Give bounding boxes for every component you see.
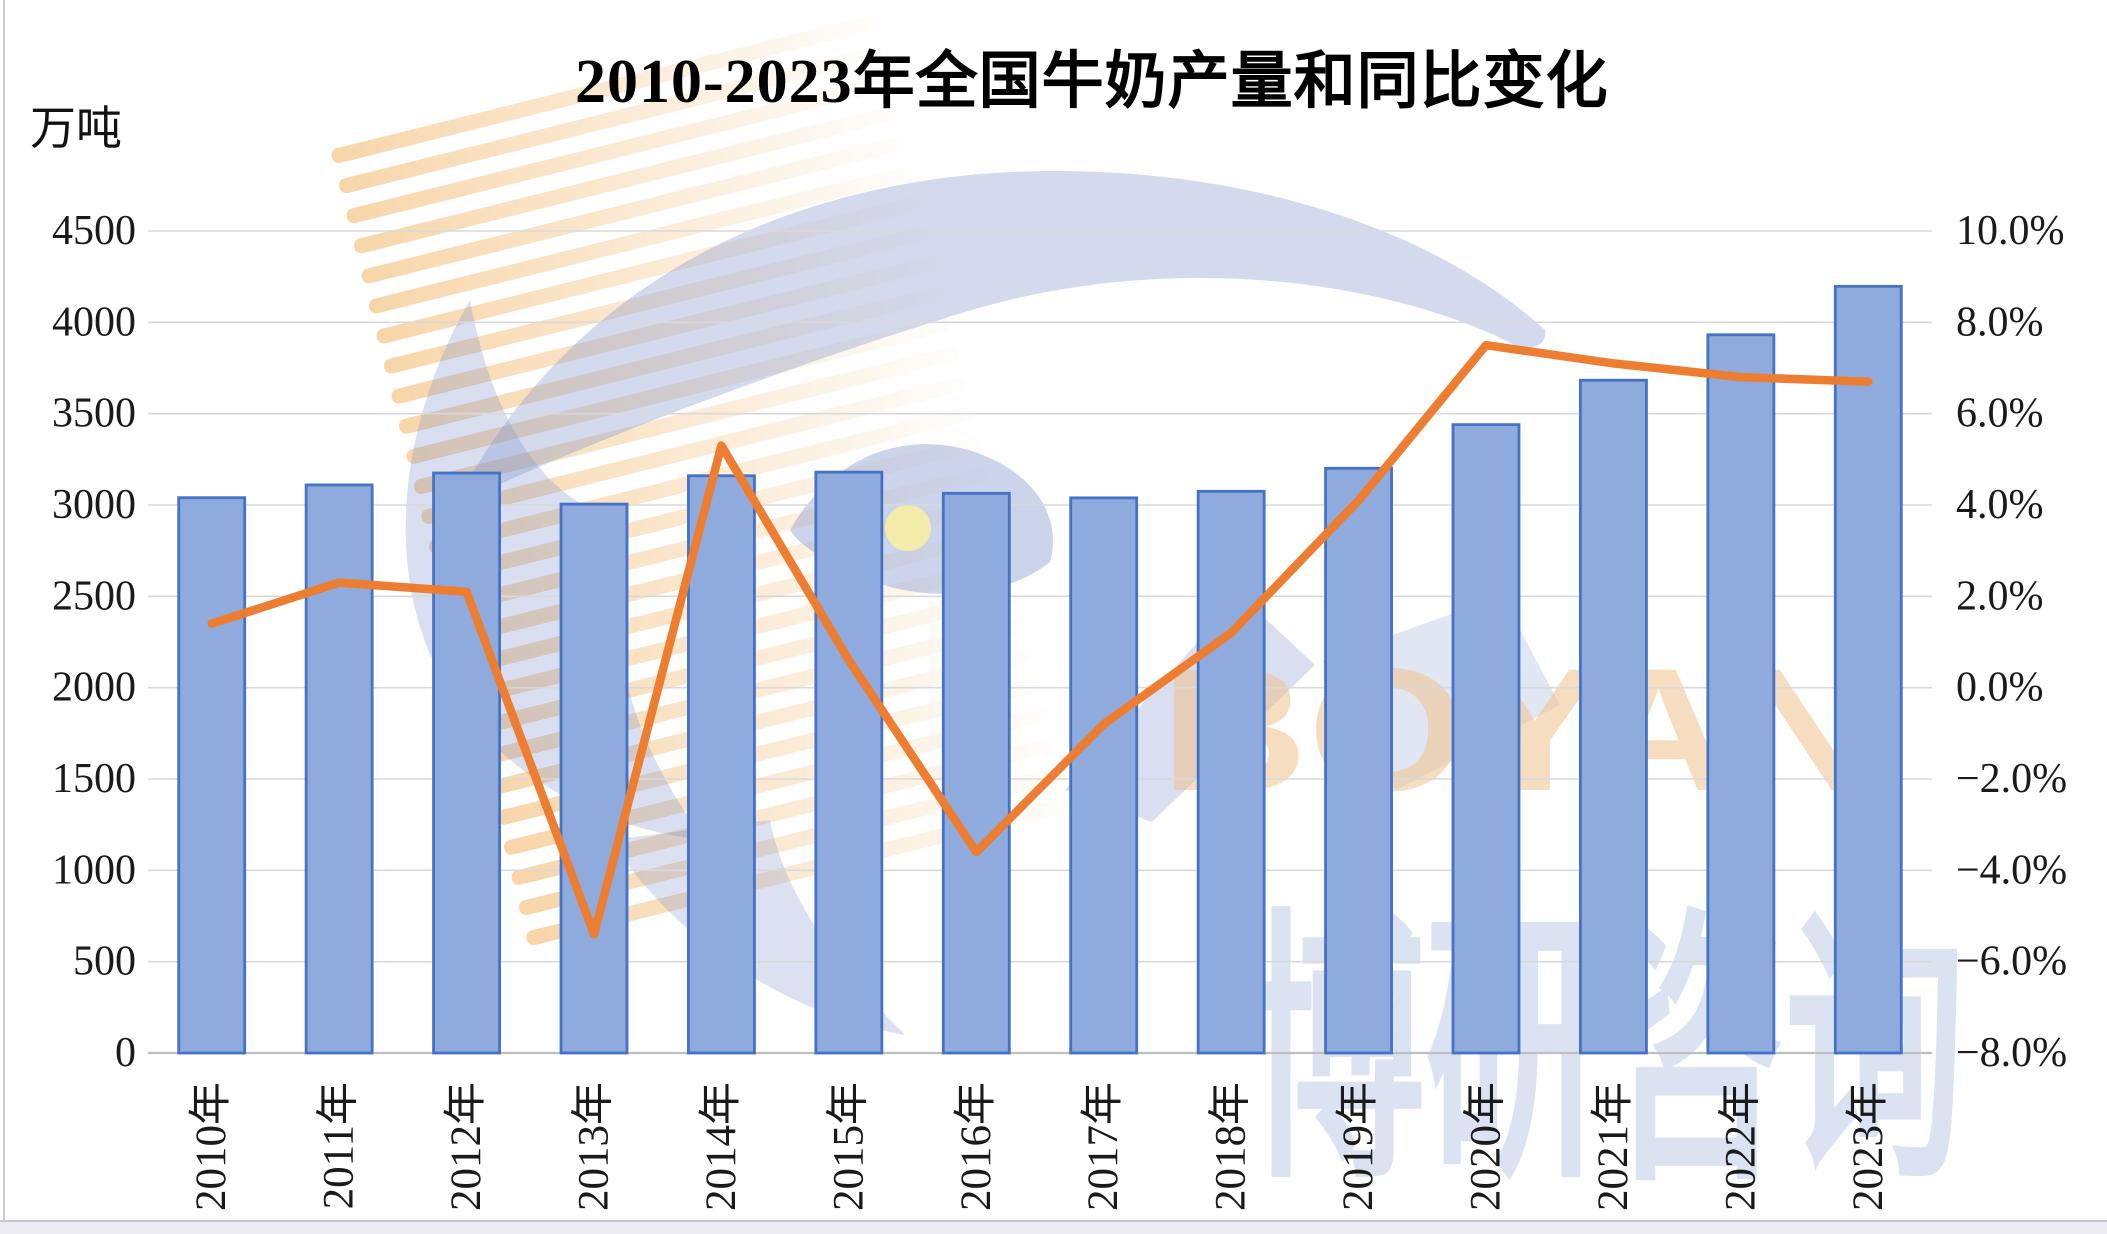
right-axis-tick: 8.0% xyxy=(1956,299,2044,345)
right-axis-tick: 6.0% xyxy=(1956,391,2044,437)
x-axis-label: 2012年 xyxy=(443,1082,490,1211)
x-axis-label: 2014年 xyxy=(698,1082,745,1211)
x-axis-label: 2018年 xyxy=(1208,1082,1255,1211)
right-axis-tick: 2.0% xyxy=(1956,573,2044,619)
bar-2016年 xyxy=(941,491,1011,1055)
line-series xyxy=(207,340,1873,939)
bar-series xyxy=(177,284,1903,1055)
right-axis-tick: −4.0% xyxy=(1956,847,2067,893)
left-axis-tick: 3000 xyxy=(52,482,136,528)
bar-2019年 xyxy=(1324,466,1393,1055)
bar-2012年 xyxy=(432,471,501,1055)
left-axis-tick: 1500 xyxy=(52,756,136,802)
right-axis-tick: −6.0% xyxy=(1956,939,2067,985)
stripe xyxy=(368,166,914,314)
chart-title: 2010-2023年全国牛奶产量和同比变化 xyxy=(575,48,1609,116)
stripe xyxy=(503,707,1048,855)
right-axis-tick: 0.0% xyxy=(1956,665,2044,711)
left-axis-tick: 500 xyxy=(73,939,136,985)
stripe xyxy=(346,76,891,224)
left-axis-tick: 0 xyxy=(115,1030,136,1076)
x-axis-label: 2021年 xyxy=(1590,1082,1637,1211)
page-left-edge xyxy=(3,0,5,1222)
left-axis-tick: 4500 xyxy=(52,208,136,254)
left-axis-tick: 4000 xyxy=(52,299,136,345)
x-axis-label: 2010年 xyxy=(188,1082,235,1211)
bar-2017年 xyxy=(1069,496,1139,1055)
page-bottom-strip xyxy=(0,1220,2107,1234)
bar-2023年 xyxy=(1833,284,1903,1055)
bar-2020年 xyxy=(1451,423,1521,1055)
right-axis-tick: −2.0% xyxy=(1956,756,2067,802)
left-axis-tick: 1000 xyxy=(52,847,136,893)
x-axis-label: 2015年 xyxy=(825,1082,872,1211)
stripe xyxy=(331,16,876,164)
bar-2015年 xyxy=(814,470,884,1055)
bar-2011年 xyxy=(304,483,374,1055)
right-axis-tick: −8.0% xyxy=(1956,1030,2067,1076)
bar-2018年 xyxy=(1196,489,1266,1055)
bar-2013年 xyxy=(559,502,629,1055)
stripe xyxy=(338,46,884,194)
stripe xyxy=(376,196,921,344)
bar-2022年 xyxy=(1706,333,1776,1055)
x-axis-label: 2016年 xyxy=(953,1082,1000,1211)
stripe xyxy=(526,798,1071,946)
x-axis-label: 2020年 xyxy=(1463,1082,1510,1211)
stripe xyxy=(511,737,1056,885)
left-axis-tick: 2000 xyxy=(52,665,136,711)
stripe xyxy=(361,136,906,284)
stripe xyxy=(406,316,951,464)
stripe xyxy=(518,767,1063,916)
x-axis-label: 2011年 xyxy=(316,1082,363,1209)
bar-2010年 xyxy=(177,496,247,1055)
left-axis-tick: 3500 xyxy=(52,391,136,437)
x-axis-label: 2013年 xyxy=(571,1082,618,1211)
x-axis-label: 2017年 xyxy=(1080,1082,1127,1211)
x-axis-label: 2023年 xyxy=(1845,1082,1892,1211)
stripe xyxy=(391,256,936,404)
left-axis-tick: 2500 xyxy=(52,573,136,619)
bird-wing-top xyxy=(455,170,1546,506)
left-axis-unit-label: 万吨 xyxy=(30,103,122,154)
stripe xyxy=(353,106,899,254)
stripe xyxy=(383,226,929,374)
x-axis-label: 2022年 xyxy=(1717,1082,1764,1211)
stripe xyxy=(413,346,959,494)
axis-labels: 4500 4000 3500 3000 2500 2000 1500 1000 500 0 10.0… xyxy=(52,208,2067,1211)
right-axis-tick: 4.0% xyxy=(1956,482,2044,528)
bar-2021年 xyxy=(1579,378,1648,1055)
bird-eye-icon xyxy=(885,505,931,551)
stripe xyxy=(398,286,944,434)
bar-2014年 xyxy=(687,474,756,1055)
x-axis-label: 2019年 xyxy=(1335,1082,1382,1211)
right-axis-tick: 10.0% xyxy=(1956,208,2065,254)
yoy-line xyxy=(207,340,1873,939)
